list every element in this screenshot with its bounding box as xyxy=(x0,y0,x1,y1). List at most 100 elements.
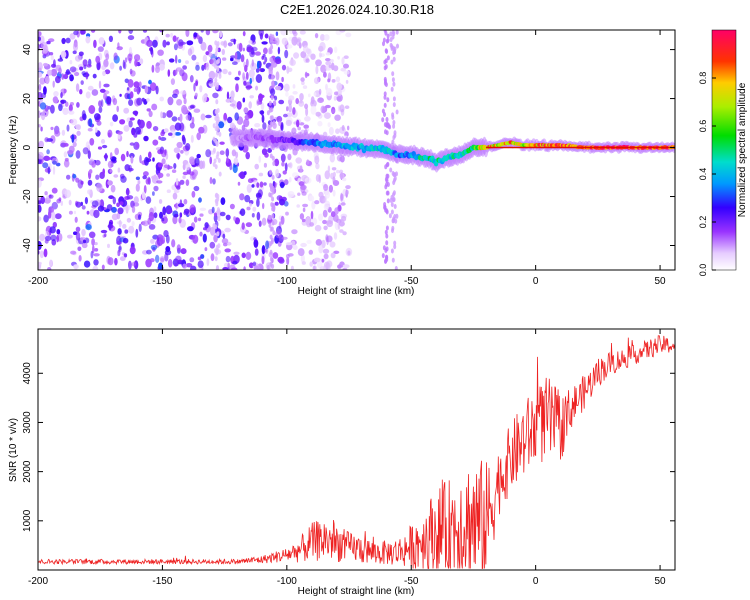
heatmap-noise-cell xyxy=(46,149,50,155)
heatmap-noise-cell xyxy=(148,224,156,230)
heatmap-noise-cell xyxy=(128,164,133,173)
heatmap-noise-cell xyxy=(323,34,330,41)
heatmap-noise-cell xyxy=(343,63,349,69)
heatmap-noise-cell xyxy=(281,236,288,240)
heatmap-streak-cell xyxy=(270,202,274,208)
heatmap-noise-cell xyxy=(143,171,149,177)
heatmap-noise-cell xyxy=(207,77,214,84)
heatmap-noise-cell xyxy=(138,119,145,129)
heatmap-noise-cell xyxy=(56,234,59,243)
heatmap-noise-cell xyxy=(205,30,211,36)
heatmap-noise-cell xyxy=(104,69,111,75)
heatmap-noise-cell xyxy=(193,32,198,38)
heatmap-noise-cell xyxy=(93,39,97,49)
heatmap-noise-cell xyxy=(260,102,265,111)
heatmap-noise-cell xyxy=(176,141,183,149)
heatmap-streak-cell xyxy=(269,57,273,62)
heatmap-noise-cell xyxy=(246,206,251,211)
heatmap-noise-cell xyxy=(49,226,56,234)
heatmap-noise-cell xyxy=(309,261,314,267)
heatmap-noise-cell xyxy=(128,30,134,34)
heatmap-noise-cell xyxy=(210,253,215,262)
heatmap-noise-cell xyxy=(49,259,53,267)
heatmap-noise-cell xyxy=(150,244,158,250)
heatmap-noise-cell xyxy=(131,261,137,267)
heatmap-noise-cell xyxy=(38,110,41,118)
heatmap-noise-cell xyxy=(124,57,128,63)
heatmap-noise-cell xyxy=(148,211,155,222)
heatmap-noise-cell xyxy=(292,172,299,178)
heatmap-noise-cell xyxy=(261,41,268,45)
heatmap-streak-cell xyxy=(212,147,216,153)
heatmap-streak-cell xyxy=(396,43,399,49)
heatmap-noise-cell xyxy=(119,65,122,71)
heatmap-noise-cell xyxy=(86,64,92,68)
heatmap-noise-cell xyxy=(157,172,164,178)
heatmap-streak-cell xyxy=(218,171,222,177)
heatmap-noise-cell xyxy=(199,207,207,211)
heatmap-streak-cell xyxy=(392,50,396,56)
heatmap-noise-cell xyxy=(97,46,104,52)
heatmap-streak-cell xyxy=(268,215,272,220)
heatmap-noise-cell xyxy=(339,229,344,233)
heatmap-streak-cell xyxy=(271,74,275,80)
heatmap-noise-cell xyxy=(52,165,56,175)
heatmap-noise-cell xyxy=(198,126,205,134)
heatmap-noise-cell xyxy=(74,216,78,223)
heatmap-streak-cell xyxy=(269,121,273,127)
heatmap-noise-cell xyxy=(345,32,352,38)
heatmap-noise-cell xyxy=(123,253,128,258)
heatmap-noise-cell xyxy=(193,82,196,92)
heatmap-noise-cell xyxy=(65,37,71,44)
heatmap-noise-cell xyxy=(70,118,78,126)
heatmap-noise-cell xyxy=(230,90,235,100)
heatmap-streak-cell xyxy=(212,136,216,142)
heatmap-noise-cell xyxy=(159,235,165,245)
heatmap-noise-cell xyxy=(52,160,57,165)
heatmap-noise-cell xyxy=(153,212,158,219)
heatmap-noise-cell xyxy=(301,218,306,223)
heatmap-noise-cell xyxy=(305,58,310,63)
heatmap-noise-cell xyxy=(75,231,81,241)
heatmap-noise-cell xyxy=(231,149,237,157)
heatmap-noise-cell xyxy=(292,107,296,115)
heatmap-streak-cell xyxy=(395,109,399,115)
heatmap-noise-cell xyxy=(318,213,323,222)
heatmap-streak-cell xyxy=(272,120,276,126)
x-tick-label: -200 xyxy=(28,276,48,287)
heatmap-noise-cell xyxy=(339,173,345,179)
heatmap-noise-cell xyxy=(144,85,149,94)
heatmap-noise-cell xyxy=(72,173,77,179)
heatmap-noise-cell xyxy=(337,264,342,269)
heatmap-noise-cell xyxy=(297,126,302,131)
heatmap-noise-cell xyxy=(49,52,54,56)
heatmap-noise-cell xyxy=(55,75,61,84)
heatmap-noise-cell xyxy=(256,60,260,70)
heatmap-noise-cell xyxy=(213,214,218,223)
heatmap-noise-cell xyxy=(246,184,252,193)
heatmap-noise-cell xyxy=(172,35,177,42)
heatmap-noise-cell xyxy=(227,116,233,124)
heatmap-streak-cell xyxy=(392,81,396,87)
x-tick-label: -200 xyxy=(28,576,48,587)
heatmap-noise-cell xyxy=(262,122,267,130)
heatmap-noise-cell xyxy=(51,207,55,213)
heatmap-noise-cell xyxy=(327,122,331,128)
heatmap-noise-cell xyxy=(251,184,255,188)
heatmap-noise-cell xyxy=(230,55,237,59)
heatmap-noise-cell xyxy=(229,203,235,210)
heatmap-noise-cell xyxy=(275,71,280,81)
heatmap-noise-cell xyxy=(219,211,226,217)
heatmap-noise-cell xyxy=(117,167,121,173)
heatmap-noise-cell xyxy=(319,41,326,51)
heatmap-noise-cell xyxy=(190,265,197,270)
heatmap-noise-cell xyxy=(263,61,266,65)
heatmap-noise-cell xyxy=(323,204,330,211)
heatmap-noise-cell xyxy=(189,171,195,176)
heatmap-noise-cell xyxy=(87,85,94,91)
heatmap-noise-cell xyxy=(165,246,171,253)
heatmap-noise-cell xyxy=(118,219,122,228)
snr-series-line xyxy=(38,335,675,569)
heatmap-noise-cell xyxy=(109,152,113,160)
colorbar-gradient xyxy=(711,29,737,271)
